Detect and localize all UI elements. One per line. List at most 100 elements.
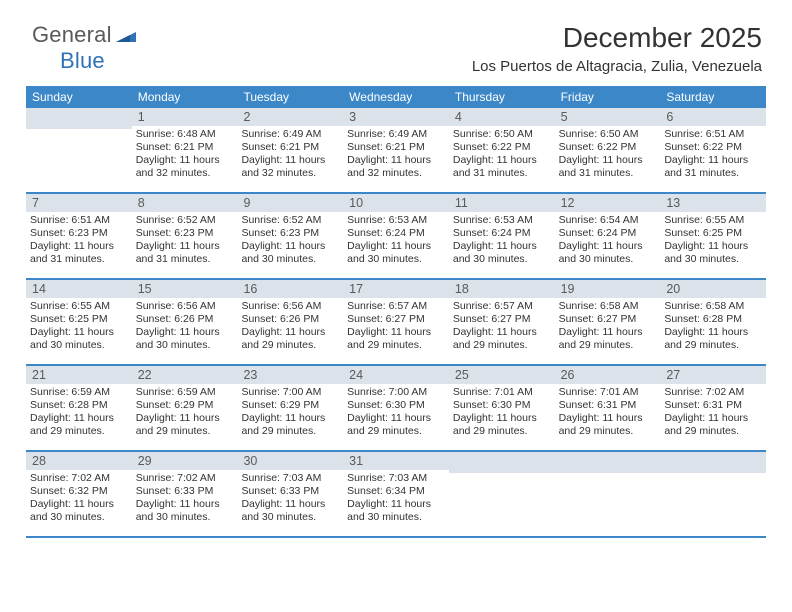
day-cell: 15Sunrise: 6:56 AMSunset: 6:26 PMDayligh… <box>132 280 238 364</box>
day-body: Sunrise: 6:58 AMSunset: 6:27 PMDaylight:… <box>555 298 661 361</box>
sunrise-text: Sunrise: 6:49 AM <box>241 128 339 141</box>
day-cell: 25Sunrise: 7:01 AMSunset: 6:30 PMDayligh… <box>449 366 555 450</box>
day-cell: 31Sunrise: 7:03 AMSunset: 6:34 PMDayligh… <box>343 452 449 536</box>
day-number: 9 <box>237 194 343 212</box>
day-cell: 13Sunrise: 6:55 AMSunset: 6:25 PMDayligh… <box>660 194 766 278</box>
dow-monday: Monday <box>132 86 238 108</box>
day-cell: 10Sunrise: 6:53 AMSunset: 6:24 PMDayligh… <box>343 194 449 278</box>
day-cell: 29Sunrise: 7:02 AMSunset: 6:33 PMDayligh… <box>132 452 238 536</box>
daylight-text: Daylight: 11 hours and 30 minutes. <box>453 240 551 266</box>
sunrise-text: Sunrise: 7:00 AM <box>241 386 339 399</box>
week-row: 21Sunrise: 6:59 AMSunset: 6:28 PMDayligh… <box>26 366 766 452</box>
day-cell: 3Sunrise: 6:49 AMSunset: 6:21 PMDaylight… <box>343 108 449 192</box>
day-cell: 21Sunrise: 6:59 AMSunset: 6:28 PMDayligh… <box>26 366 132 450</box>
sunrise-text: Sunrise: 7:01 AM <box>559 386 657 399</box>
day-number: 8 <box>132 194 238 212</box>
daylight-text: Daylight: 11 hours and 30 minutes. <box>559 240 657 266</box>
sunset-text: Sunset: 6:31 PM <box>664 399 762 412</box>
day-body: Sunrise: 7:01 AMSunset: 6:31 PMDaylight:… <box>555 384 661 447</box>
sunrise-text: Sunrise: 6:58 AM <box>559 300 657 313</box>
sunset-text: Sunset: 6:33 PM <box>241 485 339 498</box>
day-body: Sunrise: 6:48 AMSunset: 6:21 PMDaylight:… <box>132 126 238 189</box>
daylight-text: Daylight: 11 hours and 31 minutes. <box>30 240 128 266</box>
day-number: 22 <box>132 366 238 384</box>
sunrise-text: Sunrise: 6:51 AM <box>664 128 762 141</box>
location-subtitle: Los Puertos de Altagracia, Zulia, Venezu… <box>472 58 762 75</box>
day-cell: 30Sunrise: 7:03 AMSunset: 6:33 PMDayligh… <box>237 452 343 536</box>
sunrise-text: Sunrise: 6:48 AM <box>136 128 234 141</box>
day-number: 5 <box>555 108 661 126</box>
day-body: Sunrise: 7:00 AMSunset: 6:29 PMDaylight:… <box>237 384 343 447</box>
day-body: Sunrise: 6:52 AMSunset: 6:23 PMDaylight:… <box>237 212 343 275</box>
day-cell: 20Sunrise: 6:58 AMSunset: 6:28 PMDayligh… <box>660 280 766 364</box>
day-body: Sunrise: 6:51 AMSunset: 6:23 PMDaylight:… <box>26 212 132 275</box>
day-cell: 23Sunrise: 7:00 AMSunset: 6:29 PMDayligh… <box>237 366 343 450</box>
sunrise-text: Sunrise: 7:02 AM <box>30 472 128 485</box>
day-cell: 27Sunrise: 7:02 AMSunset: 6:31 PMDayligh… <box>660 366 766 450</box>
sunset-text: Sunset: 6:24 PM <box>453 227 551 240</box>
sunrise-text: Sunrise: 6:55 AM <box>664 214 762 227</box>
day-number: 16 <box>237 280 343 298</box>
daylight-text: Daylight: 11 hours and 30 minutes. <box>30 498 128 524</box>
flag-icon <box>116 22 136 47</box>
sunset-text: Sunset: 6:33 PM <box>136 485 234 498</box>
day-number: 11 <box>449 194 555 212</box>
sunrise-text: Sunrise: 7:03 AM <box>347 472 445 485</box>
sunset-text: Sunset: 6:23 PM <box>136 227 234 240</box>
day-body: Sunrise: 6:57 AMSunset: 6:27 PMDaylight:… <box>343 298 449 361</box>
sunrise-text: Sunrise: 6:51 AM <box>30 214 128 227</box>
sunset-text: Sunset: 6:27 PM <box>453 313 551 326</box>
daylight-text: Daylight: 11 hours and 30 minutes. <box>136 326 234 352</box>
sunset-text: Sunset: 6:25 PM <box>664 227 762 240</box>
sunrise-text: Sunrise: 6:58 AM <box>664 300 762 313</box>
logo-text-general: General <box>32 22 112 47</box>
sunset-text: Sunset: 6:28 PM <box>664 313 762 326</box>
day-cell: 22Sunrise: 6:59 AMSunset: 6:29 PMDayligh… <box>132 366 238 450</box>
day-cell: 5Sunrise: 6:50 AMSunset: 6:22 PMDaylight… <box>555 108 661 192</box>
sunset-text: Sunset: 6:34 PM <box>347 485 445 498</box>
daylight-text: Daylight: 11 hours and 30 minutes. <box>347 498 445 524</box>
day-number <box>449 452 555 473</box>
dow-friday: Friday <box>555 86 661 108</box>
day-number <box>26 108 132 129</box>
day-number: 29 <box>132 452 238 470</box>
sunset-text: Sunset: 6:23 PM <box>241 227 339 240</box>
day-number: 13 <box>660 194 766 212</box>
sunset-text: Sunset: 6:30 PM <box>453 399 551 412</box>
daylight-text: Daylight: 11 hours and 31 minutes. <box>453 154 551 180</box>
sunrise-text: Sunrise: 6:55 AM <box>30 300 128 313</box>
day-body: Sunrise: 6:49 AMSunset: 6:21 PMDaylight:… <box>237 126 343 189</box>
daylight-text: Daylight: 11 hours and 30 minutes. <box>241 498 339 524</box>
day-number: 6 <box>660 108 766 126</box>
day-cell: 8Sunrise: 6:52 AMSunset: 6:23 PMDaylight… <box>132 194 238 278</box>
sunrise-text: Sunrise: 7:01 AM <box>453 386 551 399</box>
day-body: Sunrise: 6:57 AMSunset: 6:27 PMDaylight:… <box>449 298 555 361</box>
sunrise-text: Sunrise: 6:57 AM <box>453 300 551 313</box>
day-cell: 9Sunrise: 6:52 AMSunset: 6:23 PMDaylight… <box>237 194 343 278</box>
sunrise-text: Sunrise: 6:53 AM <box>347 214 445 227</box>
sunset-text: Sunset: 6:31 PM <box>559 399 657 412</box>
day-body: Sunrise: 7:00 AMSunset: 6:30 PMDaylight:… <box>343 384 449 447</box>
daylight-text: Daylight: 11 hours and 31 minutes. <box>136 240 234 266</box>
day-number: 10 <box>343 194 449 212</box>
sunset-text: Sunset: 6:23 PM <box>30 227 128 240</box>
day-cell: 17Sunrise: 6:57 AMSunset: 6:27 PMDayligh… <box>343 280 449 364</box>
day-number: 18 <box>449 280 555 298</box>
day-of-week-header: Sunday Monday Tuesday Wednesday Thursday… <box>26 86 766 108</box>
dow-tuesday: Tuesday <box>237 86 343 108</box>
day-number: 19 <box>555 280 661 298</box>
day-number: 14 <box>26 280 132 298</box>
day-cell: 7Sunrise: 6:51 AMSunset: 6:23 PMDaylight… <box>26 194 132 278</box>
sunset-text: Sunset: 6:26 PM <box>241 313 339 326</box>
sunset-text: Sunset: 6:27 PM <box>347 313 445 326</box>
daylight-text: Daylight: 11 hours and 29 minutes. <box>559 326 657 352</box>
week-row: 7Sunrise: 6:51 AMSunset: 6:23 PMDaylight… <box>26 194 766 280</box>
daylight-text: Daylight: 11 hours and 29 minutes. <box>347 412 445 438</box>
dow-thursday: Thursday <box>449 86 555 108</box>
day-body: Sunrise: 6:51 AMSunset: 6:22 PMDaylight:… <box>660 126 766 189</box>
day-cell: 28Sunrise: 7:02 AMSunset: 6:32 PMDayligh… <box>26 452 132 536</box>
day-body: Sunrise: 6:56 AMSunset: 6:26 PMDaylight:… <box>237 298 343 361</box>
logo: General Blue <box>32 22 136 74</box>
sunrise-text: Sunrise: 6:57 AM <box>347 300 445 313</box>
day-number: 7 <box>26 194 132 212</box>
